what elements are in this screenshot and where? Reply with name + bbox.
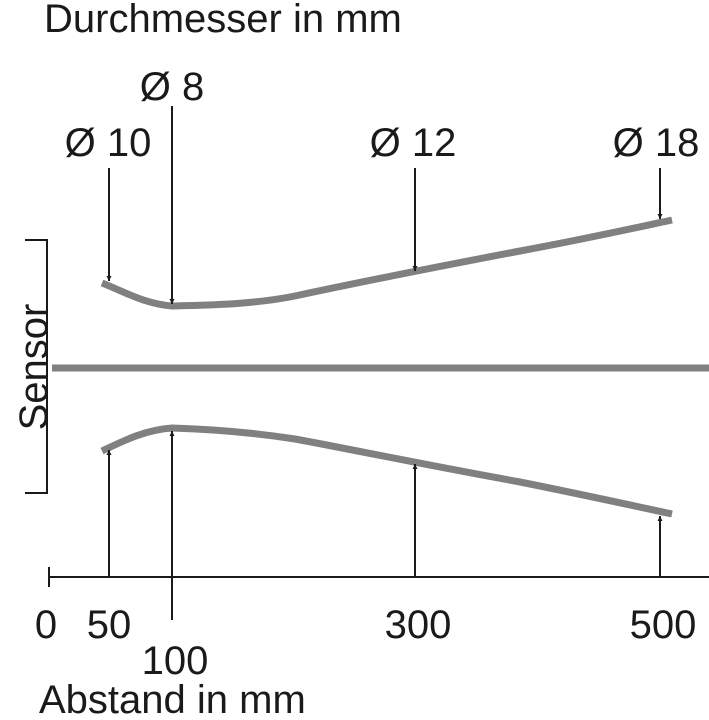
beam-lower-edge	[100, 424, 673, 518]
x-tick-label-50: 50	[87, 603, 132, 647]
diagram-title: Durchmesser in mm	[44, 0, 402, 41]
diameter-label-8: Ø 8	[140, 65, 204, 109]
x-tick-label-300: 300	[385, 603, 452, 647]
x-tick-label-500: 500	[630, 603, 697, 647]
x-axis-label: Abstand in mm	[39, 678, 306, 720]
x-tick-label-0: 0	[35, 603, 57, 647]
diameter-label-10: Ø 10	[65, 121, 152, 165]
diameter-label-12: Ø 12	[370, 121, 457, 165]
x-tick-label-100: 100	[142, 639, 209, 683]
beam-upper-edge	[100, 216, 673, 310]
sensor-label: Sensor	[12, 304, 56, 431]
diameter-label-18: Ø 18	[613, 121, 700, 165]
sensor-bracket	[25, 239, 48, 494]
